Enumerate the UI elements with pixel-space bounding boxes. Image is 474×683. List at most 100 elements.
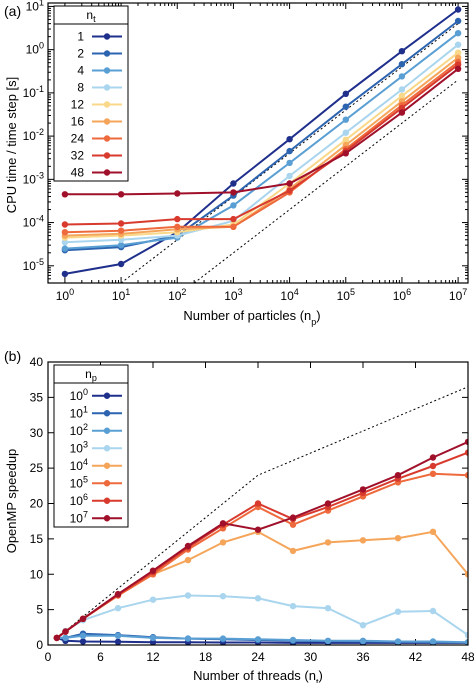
y-tick-label: 101 <box>26 0 44 13</box>
series-line <box>56 594 468 639</box>
legend-label: 32 <box>71 149 85 163</box>
x-tick-label: 105 <box>337 287 355 303</box>
legend-marker <box>103 33 111 40</box>
data-point <box>184 542 192 550</box>
data-point <box>286 136 293 143</box>
x-tick-label: 6 <box>97 650 104 664</box>
x-tick-label: 0 <box>45 650 52 664</box>
plot-area: 100 101 102 103 104 105 106 107 10-5 10-4 10-3 10-2… <box>23 0 469 303</box>
x-tick-label: 24 <box>251 650 265 664</box>
data-point <box>117 220 125 227</box>
legend-label: 2 <box>77 47 84 61</box>
series-line <box>64 43 459 244</box>
y-tick-label: 35 <box>30 390 44 404</box>
series-line <box>56 636 468 644</box>
data-point <box>454 30 462 37</box>
legend-label: 101 <box>70 404 88 420</box>
data-point <box>61 221 69 228</box>
reference-line <box>56 386 468 639</box>
data-point <box>464 571 468 578</box>
data-point <box>184 556 192 564</box>
y-axis-label: CPU time / time step [s] <box>4 77 19 214</box>
panel-a: (a) CPU time / time step [s] Number of p… <box>4 0 469 327</box>
plot-frame <box>47 2 469 284</box>
data-point <box>289 514 297 521</box>
legend-label: 102 <box>70 422 88 438</box>
data-point <box>464 639 468 645</box>
data-point <box>324 500 332 507</box>
data-point <box>219 593 227 600</box>
data-point <box>464 438 468 446</box>
data-point <box>117 191 125 198</box>
data-point <box>117 242 125 249</box>
y-tick-label: 30 <box>30 426 44 440</box>
data-point <box>149 634 157 642</box>
x-tick-label: 106 <box>393 287 411 303</box>
data-point <box>149 596 157 603</box>
data-point <box>286 172 293 180</box>
data-point <box>398 73 406 80</box>
plot-area: 0 6 12 18 24 30 36 42 48 0 5 10 15 20 25 30 35 40 np 100101… <box>30 355 474 664</box>
data-point <box>114 605 122 612</box>
y-tick-label: 40 <box>30 355 44 369</box>
legend-marker <box>103 67 111 74</box>
data-point <box>114 638 122 645</box>
x-tick-label: 12 <box>146 650 160 664</box>
data-point <box>398 60 406 68</box>
legend-box <box>53 364 129 528</box>
data-point <box>464 631 468 639</box>
data-point <box>289 521 297 528</box>
data-point <box>117 260 125 268</box>
y-tick-label: 10-1 <box>23 84 44 100</box>
x-tick-label: 36 <box>356 650 370 664</box>
series-line <box>56 530 468 639</box>
data-point <box>289 636 297 644</box>
data-point <box>254 595 262 602</box>
data-point <box>114 632 122 639</box>
legend-label: 24 <box>71 132 85 146</box>
data-point <box>184 635 192 642</box>
data-point <box>61 245 69 252</box>
data-point <box>61 239 69 246</box>
legend-marker <box>103 462 111 469</box>
legend-marker <box>103 497 111 504</box>
series-line <box>64 56 459 237</box>
data-point <box>79 638 87 645</box>
data-point <box>289 547 297 555</box>
legend-marker <box>103 118 111 125</box>
data-point <box>429 470 437 477</box>
series-line <box>56 634 468 644</box>
x-tick-label: 48 <box>461 650 474 664</box>
data-point <box>230 180 237 187</box>
legend-title: np <box>85 367 97 383</box>
legend-title: nt <box>86 8 96 24</box>
legend-marker <box>103 427 111 434</box>
data-point <box>174 190 181 197</box>
legend-label: 104 <box>70 457 88 473</box>
data-point <box>254 526 262 533</box>
data-point <box>184 592 192 599</box>
data-point <box>429 454 437 461</box>
data-point <box>286 159 293 167</box>
data-point <box>61 270 69 278</box>
data-point <box>398 104 406 112</box>
data-point <box>62 628 69 635</box>
x-tick-label: 102 <box>168 287 186 303</box>
legend-marker <box>103 152 111 159</box>
series-line <box>56 440 468 639</box>
y-tick-label: 20 <box>30 497 44 511</box>
legend-marker <box>103 392 111 399</box>
x-tick-label: 18 <box>199 650 213 664</box>
legend-box <box>53 5 129 182</box>
legend-marker <box>103 50 111 57</box>
legend-marker <box>103 84 111 91</box>
data-point <box>61 191 69 198</box>
data-point <box>286 180 293 187</box>
data-point <box>359 637 367 644</box>
series-line <box>64 63 459 226</box>
data-point <box>454 65 462 73</box>
data-point <box>79 615 87 622</box>
